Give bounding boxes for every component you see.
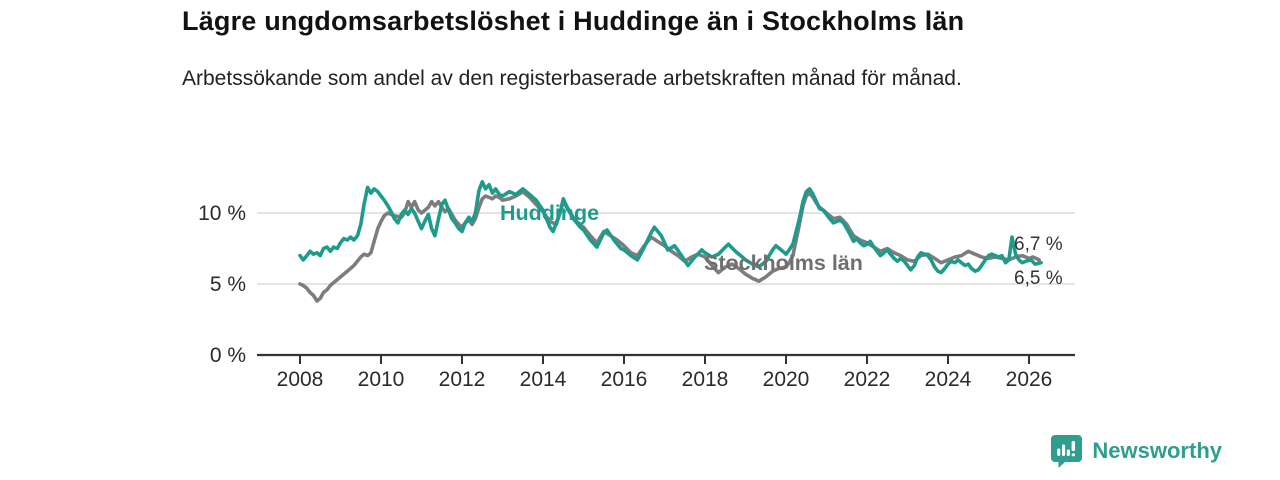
x-axis-label-2014: 2014 bbox=[520, 368, 567, 391]
end-value-label-stockholms-l-n: 6,7 % bbox=[1014, 234, 1063, 255]
y-axis-label-0: 0 % bbox=[210, 344, 246, 367]
x-axis-label-2016: 2016 bbox=[601, 368, 648, 391]
x-axis-label-2008: 2008 bbox=[277, 368, 324, 391]
newsworthy-logo-icon bbox=[1050, 434, 1083, 468]
x-axis-label-2024: 2024 bbox=[925, 368, 972, 391]
brand-name: Newsworthy bbox=[1092, 438, 1222, 463]
end-value-label-huddinge: 6,5 % bbox=[1014, 268, 1063, 289]
series-label-stockholms-l-n: Stockholms län bbox=[704, 251, 863, 275]
x-axis-label-2022: 2022 bbox=[844, 368, 891, 391]
newsworthy-brand-link[interactable]: Newsworthy bbox=[1050, 434, 1222, 468]
series-label-huddinge: Huddinge bbox=[500, 201, 599, 225]
page-title: Lägre ungdomsarbetslöshet i Huddinge än … bbox=[182, 6, 965, 36]
chart-subtitle: Arbetssökande som andel av den registerb… bbox=[182, 67, 962, 90]
x-axis-label-2012: 2012 bbox=[439, 368, 486, 391]
y-axis-label-10: 10 % bbox=[198, 202, 246, 225]
stockholms-l-n-line bbox=[298, 189, 1041, 303]
y-axis-label-5: 5 % bbox=[210, 273, 246, 296]
x-axis-label-2020: 2020 bbox=[763, 368, 810, 391]
huddinge-line bbox=[298, 180, 1043, 275]
x-axis-label-2026: 2026 bbox=[1006, 368, 1053, 391]
x-axis-label-2010: 2010 bbox=[358, 368, 405, 391]
x-axis-label-2018: 2018 bbox=[682, 368, 729, 391]
